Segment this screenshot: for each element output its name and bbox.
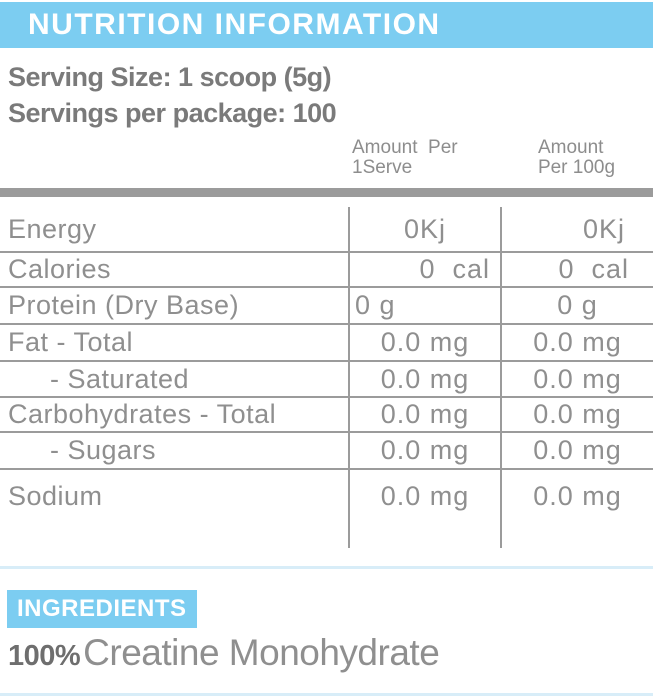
row-label: - Saturated: [50, 363, 190, 394]
row-value-per-serve: 0.0 mg: [348, 325, 500, 360]
table-line-extension: [0, 522, 653, 548]
ingredients-heading: INGREDIENTS: [17, 595, 187, 622]
column-header-per-serve-line1: Amount Per: [352, 137, 458, 158]
divider-line-bottom: [0, 693, 653, 696]
table-row-fat-saturated: - Saturated 0.0 mg 0.0 mg: [0, 362, 653, 398]
row-value-per-100g: 0.0 mg: [500, 470, 653, 522]
row-label: Energy: [8, 213, 97, 244]
row-value-per-serve: 0.0 mg: [348, 398, 500, 431]
row-value-per-100g: 0 g: [500, 288, 653, 323]
row-value-per-100g: 0Kj: [500, 207, 653, 251]
table-row-energy: Energy 0Kj 0Kj: [0, 207, 653, 253]
column-header-per-100g: Amount Per 100g: [500, 138, 653, 178]
row-value-per-100g: 0.0 mg: [500, 433, 653, 468]
table-row-protein: Protein (Dry Base) 0 g 0 g: [0, 288, 653, 325]
row-label: Carbohydrates - Total: [8, 399, 277, 429]
table-row-sugars: - Sugars 0.0 mg 0.0 mg: [0, 433, 653, 470]
column-header-per-serve-line2: 1Serve: [352, 157, 413, 178]
row-label: Sodium: [8, 480, 103, 511]
row-value-per-100g: 0.0 mg: [500, 325, 653, 360]
row-value-per-serve: 0.0 mg: [348, 362, 500, 396]
header-divider-bar: [0, 188, 653, 197]
column-header-per-serve: Amount Per 1Serve: [348, 138, 500, 178]
ingredient-name: Creatine Monohydrate: [83, 632, 440, 673]
row-label: Fat - Total: [8, 327, 134, 357]
row-label: - Sugars: [50, 435, 157, 465]
ingredient-percent: 100%: [8, 640, 81, 672]
nutrition-table: Energy 0Kj 0Kj Calories 0 cal 0 cal Prot…: [0, 207, 653, 548]
serving-size-text: Serving Size: 1 scoop (5g): [8, 62, 332, 92]
row-label: Calories: [8, 254, 112, 284]
row-value-per-serve: 0.0 mg: [348, 470, 500, 522]
table-row-calories: Calories 0 cal 0 cal: [0, 253, 653, 288]
row-value-per-100g: 0 cal: [500, 253, 653, 286]
table-row-fat-total: Fat - Total 0.0 mg 0.0 mg: [0, 325, 653, 362]
row-value-per-serve: 0 cal: [348, 253, 500, 286]
servings-per-package-text: Servings per package: 100: [8, 98, 337, 128]
ingredient-line: 100% Creatine Monohydrate: [8, 632, 440, 674]
table-row-carbohydrates-total: Carbohydrates - Total 0.0 mg 0.0 mg: [0, 398, 653, 433]
column-header-per-100g-line1: Amount: [537, 137, 604, 158]
ingredients-heading-badge: INGREDIENTS: [7, 590, 197, 628]
table-row-sodium: Sodium 0.0 mg 0.0 mg: [0, 470, 653, 522]
row-value-per-serve: 0Kj: [348, 207, 500, 251]
row-value-per-serve: 0 g: [348, 288, 500, 323]
column-header-per-100g-line2: Per 100g: [537, 157, 616, 178]
row-label: Protein (Dry Base): [8, 290, 240, 320]
row-value-per-100g: 0.0 mg: [500, 398, 653, 431]
divider-line-top: [0, 566, 653, 569]
row-value-per-100g: 0.0 mg: [500, 362, 653, 396]
row-value-per-serve: 0.0 mg: [348, 433, 500, 468]
nutrition-title: NUTRITION INFORMATION: [28, 8, 441, 41]
nutrition-title-bar: NUTRITION INFORMATION: [0, 2, 653, 48]
